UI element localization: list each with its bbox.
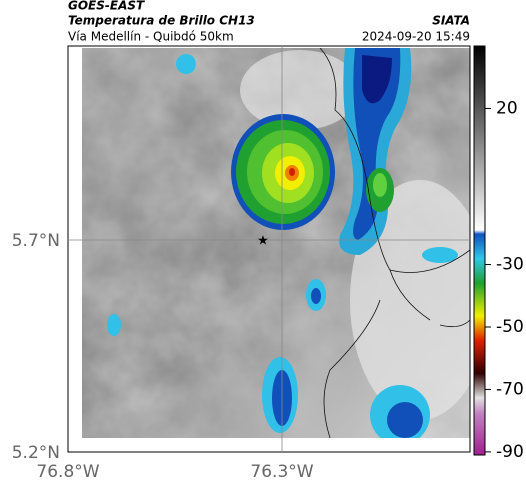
satellite-image bbox=[82, 48, 470, 438]
colorbar-tick-label: -70 bbox=[496, 379, 524, 399]
source: SIATA bbox=[432, 14, 470, 28]
colorbar-tick-label: -30 bbox=[496, 255, 524, 275]
lat-label: 5.2°N bbox=[12, 443, 60, 463]
colorbar-tick-label: 20 bbox=[496, 98, 518, 118]
lon-label: 76.3°W bbox=[250, 462, 313, 482]
colorbar-tick-label: -90 bbox=[496, 442, 524, 462]
lat-label: 5.7°N bbox=[12, 231, 60, 251]
product: Temperatura de Brillo CH13 bbox=[68, 14, 255, 28]
map-frame bbox=[67, 45, 471, 453]
datetime: 2024-09-20 15:49 bbox=[362, 30, 470, 44]
colorbar-tick-label: -50 bbox=[496, 317, 524, 337]
route: Vía Medellín - Quibdó 50km bbox=[68, 30, 234, 44]
colorbar-ticks: 20 -30 -50 -70 -90 bbox=[485, 98, 524, 462]
colorbar bbox=[473, 45, 486, 456]
satellite: GOES-EAST bbox=[68, 0, 145, 13]
lon-label: 76.8°W bbox=[36, 462, 99, 482]
station-marker: ★ bbox=[257, 234, 269, 249]
